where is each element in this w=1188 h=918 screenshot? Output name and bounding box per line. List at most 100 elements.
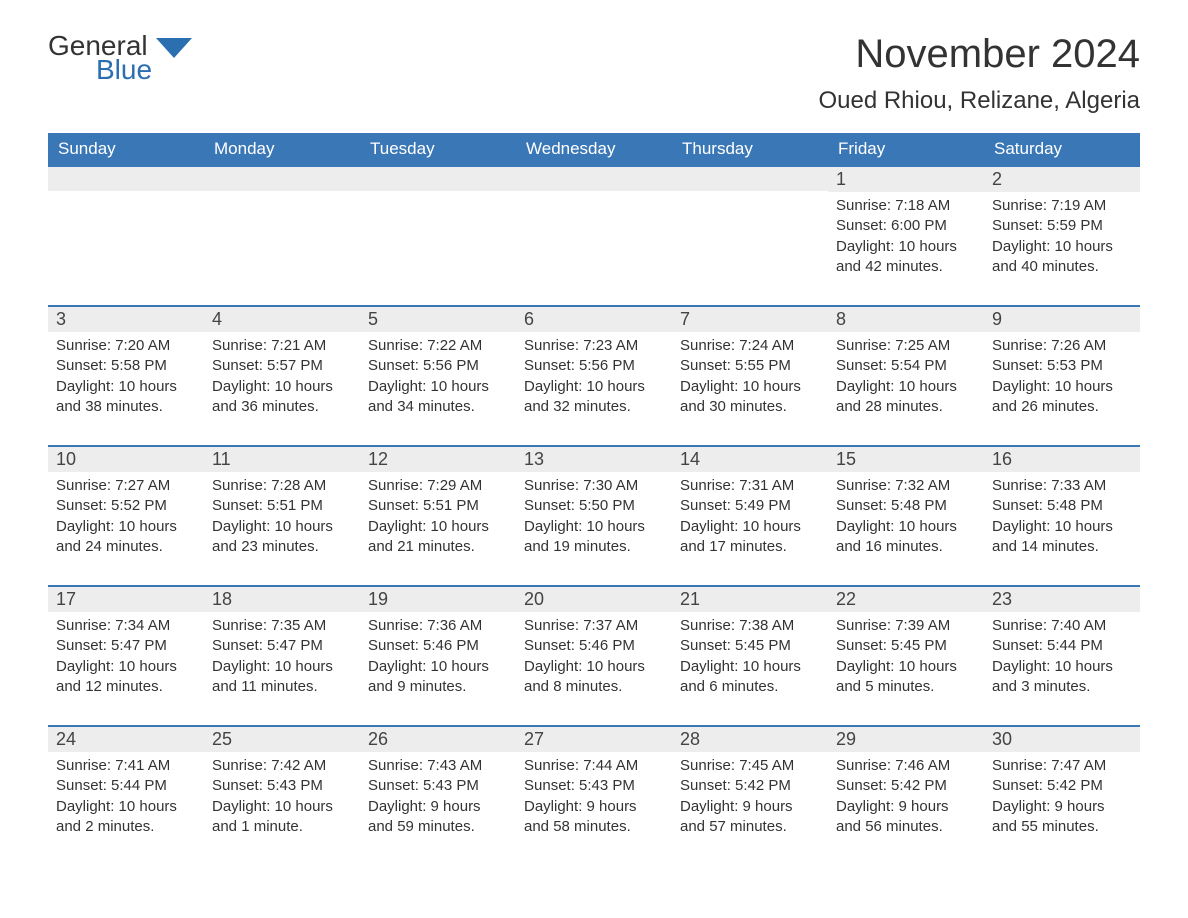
day-cell: 7Sunrise: 7:24 AMSunset: 5:55 PMDaylight… [672, 307, 828, 427]
day-sunrise: Sunrise: 7:27 AM [56, 476, 196, 496]
day-daylight2: and 17 minutes. [680, 537, 820, 557]
day-cell: 1Sunrise: 7:18 AMSunset: 6:00 PMDaylight… [828, 167, 984, 287]
day-daylight2: and 21 minutes. [368, 537, 508, 557]
day-body: Sunrise: 7:32 AMSunset: 5:48 PMDaylight:… [828, 472, 984, 557]
day-cell: 18Sunrise: 7:35 AMSunset: 5:47 PMDayligh… [204, 587, 360, 707]
day-body: Sunrise: 7:26 AMSunset: 5:53 PMDaylight:… [984, 332, 1140, 417]
day-cell: 27Sunrise: 7:44 AMSunset: 5:43 PMDayligh… [516, 727, 672, 847]
day-daylight2: and 55 minutes. [992, 817, 1132, 837]
day-body: Sunrise: 7:30 AMSunset: 5:50 PMDaylight:… [516, 472, 672, 557]
day-number: 12 [360, 447, 516, 472]
day-daylight1: Daylight: 10 hours [836, 237, 976, 257]
day-number: 11 [204, 447, 360, 472]
day-number: 25 [204, 727, 360, 752]
day-body: Sunrise: 7:34 AMSunset: 5:47 PMDaylight:… [48, 612, 204, 697]
month-title: November 2024 [818, 32, 1140, 77]
day-sunrise: Sunrise: 7:23 AM [524, 336, 664, 356]
day-daylight2: and 59 minutes. [368, 817, 508, 837]
day-daylight2: and 34 minutes. [368, 397, 508, 417]
day-sunrise: Sunrise: 7:18 AM [836, 196, 976, 216]
day-daylight2: and 36 minutes. [212, 397, 352, 417]
day-sunrise: Sunrise: 7:24 AM [680, 336, 820, 356]
week-row: 17Sunrise: 7:34 AMSunset: 5:47 PMDayligh… [48, 585, 1140, 707]
day-sunset: Sunset: 5:50 PM [524, 496, 664, 516]
day-sunset: Sunset: 5:45 PM [836, 636, 976, 656]
day-cell: 21Sunrise: 7:38 AMSunset: 5:45 PMDayligh… [672, 587, 828, 707]
day-sunrise: Sunrise: 7:47 AM [992, 756, 1132, 776]
day-number: 10 [48, 447, 204, 472]
day-daylight2: and 38 minutes. [56, 397, 196, 417]
day-number: 14 [672, 447, 828, 472]
day-sunrise: Sunrise: 7:41 AM [56, 756, 196, 776]
day-cell: 9Sunrise: 7:26 AMSunset: 5:53 PMDaylight… [984, 307, 1140, 427]
day-daylight1: Daylight: 10 hours [524, 377, 664, 397]
header: General Blue November 2024 Oued Rhiou, R… [48, 32, 1140, 115]
day-sunrise: Sunrise: 7:21 AM [212, 336, 352, 356]
day-cell: 23Sunrise: 7:40 AMSunset: 5:44 PMDayligh… [984, 587, 1140, 707]
day-daylight2: and 1 minute. [212, 817, 352, 837]
day-sunrise: Sunrise: 7:37 AM [524, 616, 664, 636]
day-number: 5 [360, 307, 516, 332]
day-cell: 5Sunrise: 7:22 AMSunset: 5:56 PMDaylight… [360, 307, 516, 427]
day-daylight1: Daylight: 10 hours [524, 517, 664, 537]
day-daylight2: and 14 minutes. [992, 537, 1132, 557]
day-sunrise: Sunrise: 7:26 AM [992, 336, 1132, 356]
day-daylight2: and 11 minutes. [212, 677, 352, 697]
title-block: November 2024 Oued Rhiou, Relizane, Alge… [818, 32, 1140, 115]
day-sunset: Sunset: 5:48 PM [992, 496, 1132, 516]
day-sunrise: Sunrise: 7:43 AM [368, 756, 508, 776]
week-row: 10Sunrise: 7:27 AMSunset: 5:52 PMDayligh… [48, 445, 1140, 567]
day-number: 1 [828, 167, 984, 192]
day-daylight1: Daylight: 10 hours [836, 657, 976, 677]
day-sunrise: Sunrise: 7:33 AM [992, 476, 1132, 496]
day-body: Sunrise: 7:20 AMSunset: 5:58 PMDaylight:… [48, 332, 204, 417]
day-sunset: Sunset: 5:44 PM [56, 776, 196, 796]
day-daylight2: and 32 minutes. [524, 397, 664, 417]
day-daylight1: Daylight: 10 hours [56, 517, 196, 537]
day-body: Sunrise: 7:41 AMSunset: 5:44 PMDaylight:… [48, 752, 204, 837]
day-number: 2 [984, 167, 1140, 192]
day-cell: 11Sunrise: 7:28 AMSunset: 5:51 PMDayligh… [204, 447, 360, 567]
day-daylight2: and 56 minutes. [836, 817, 976, 837]
day-daylight1: Daylight: 10 hours [680, 377, 820, 397]
day-cell [360, 167, 516, 287]
day-body: Sunrise: 7:35 AMSunset: 5:47 PMDaylight:… [204, 612, 360, 697]
day-daylight1: Daylight: 9 hours [524, 797, 664, 817]
day-body: Sunrise: 7:33 AMSunset: 5:48 PMDaylight:… [984, 472, 1140, 557]
day-sunset: Sunset: 5:43 PM [524, 776, 664, 796]
day-number: 20 [516, 587, 672, 612]
day-number [360, 167, 516, 191]
day-cell [48, 167, 204, 287]
day-number: 29 [828, 727, 984, 752]
day-number: 17 [48, 587, 204, 612]
day-body: Sunrise: 7:47 AMSunset: 5:42 PMDaylight:… [984, 752, 1140, 837]
day-daylight2: and 58 minutes. [524, 817, 664, 837]
day-sunset: Sunset: 5:53 PM [992, 356, 1132, 376]
day-body: Sunrise: 7:23 AMSunset: 5:56 PMDaylight:… [516, 332, 672, 417]
day-body: Sunrise: 7:40 AMSunset: 5:44 PMDaylight:… [984, 612, 1140, 697]
day-body: Sunrise: 7:25 AMSunset: 5:54 PMDaylight:… [828, 332, 984, 417]
day-daylight2: and 3 minutes. [992, 677, 1132, 697]
day-body: Sunrise: 7:36 AMSunset: 5:46 PMDaylight:… [360, 612, 516, 697]
day-daylight2: and 6 minutes. [680, 677, 820, 697]
day-daylight2: and 57 minutes. [680, 817, 820, 837]
day-sunrise: Sunrise: 7:19 AM [992, 196, 1132, 216]
day-number: 8 [828, 307, 984, 332]
day-sunset: Sunset: 5:47 PM [56, 636, 196, 656]
week-row: 24Sunrise: 7:41 AMSunset: 5:44 PMDayligh… [48, 725, 1140, 847]
day-sunrise: Sunrise: 7:29 AM [368, 476, 508, 496]
day-daylight1: Daylight: 10 hours [680, 657, 820, 677]
day-sunset: Sunset: 5:45 PM [680, 636, 820, 656]
day-cell: 19Sunrise: 7:36 AMSunset: 5:46 PMDayligh… [360, 587, 516, 707]
day-sunrise: Sunrise: 7:38 AM [680, 616, 820, 636]
day-number [48, 167, 204, 191]
day-sunrise: Sunrise: 7:44 AM [524, 756, 664, 776]
day-number: 6 [516, 307, 672, 332]
day-cell: 3Sunrise: 7:20 AMSunset: 5:58 PMDaylight… [48, 307, 204, 427]
week-row: 1Sunrise: 7:18 AMSunset: 6:00 PMDaylight… [48, 165, 1140, 287]
day-cell: 8Sunrise: 7:25 AMSunset: 5:54 PMDaylight… [828, 307, 984, 427]
day-sunset: Sunset: 5:42 PM [836, 776, 976, 796]
weekday-col: Sunday [48, 133, 204, 165]
flag-icon [156, 38, 192, 58]
day-cell [516, 167, 672, 287]
